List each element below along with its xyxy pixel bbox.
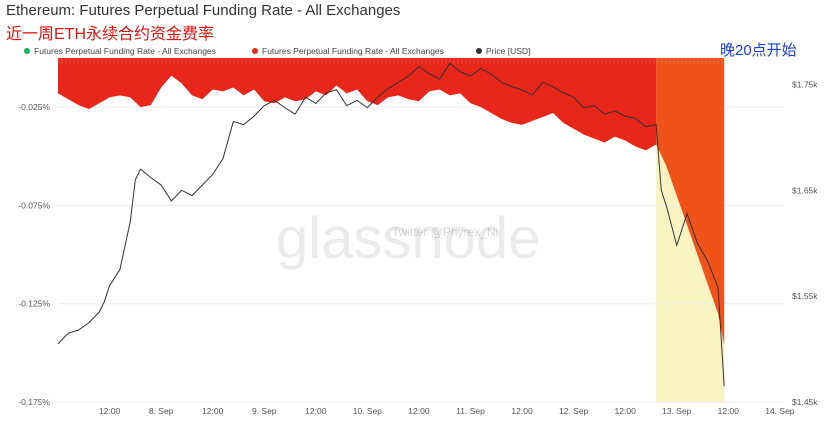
chart-subtitle: 近一周ETH永续合约资金费率	[6, 26, 215, 43]
x-tick-label: 10. Sep	[353, 406, 383, 416]
funding-area-late	[656, 58, 725, 345]
y-axis-right: $1.75k $1.65k $1.55k $1.45k	[792, 79, 818, 407]
legend-red-dot-icon	[252, 48, 258, 54]
x-tick-label: 11. Sep	[456, 406, 485, 416]
funding-area-main	[58, 58, 657, 151]
y-right-tick-label: $1.65k	[792, 185, 818, 195]
x-tick-label: 8. Sep	[149, 406, 174, 416]
x-tick-label: 12:00	[511, 406, 533, 416]
watermark-logo: glassnode	[276, 206, 540, 271]
legend-label: Price [USD]	[486, 46, 531, 56]
x-tick-label: 12. Sep	[559, 406, 589, 416]
x-tick-label: 12:00	[615, 406, 637, 416]
annotation-label: 晚20点开始	[720, 42, 797, 59]
y-axis-left: -0.025% -0.075% -0.125% -0.175%	[18, 102, 50, 407]
y-left-tick-label: -0.125%	[18, 299, 50, 309]
x-tick-label: 12:00	[99, 406, 121, 416]
legend-label: Futures Perpetual Funding Rate - All Exc…	[262, 46, 444, 56]
x-tick-label: 9. Sep	[252, 406, 277, 416]
x-axis: 12:00 8. Sep 12:00 9. Sep 12:00 10. Sep 12:00 1…	[99, 406, 795, 416]
y-right-tick-label: $1.55k	[792, 291, 818, 301]
y-left-tick-label: -0.075%	[18, 200, 50, 210]
funding-rate-area	[57, 58, 725, 345]
legend-item-funding-green[interactable]: Futures Perpetual Funding Rate - All Exc…	[24, 46, 216, 56]
x-tick-label: 13. Sep	[662, 406, 692, 416]
legend-item-price[interactable]: Price [USD]	[476, 46, 530, 56]
chart-title: Ethereum: Futures Perpetual Funding Rate…	[6, 2, 401, 19]
legend-black-dot-icon	[476, 48, 482, 54]
legend-label: Futures Perpetual Funding Rate - All Exc…	[34, 46, 216, 56]
x-tick-label: 14. Sep	[765, 406, 795, 416]
x-tick-label: 12:00	[202, 406, 224, 416]
x-tick-label: 12:00	[718, 406, 740, 416]
x-tick-label: 12:00	[408, 406, 430, 416]
y-left-tick-label: -0.175%	[18, 397, 50, 407]
y-right-tick-label: $1.75k	[792, 79, 818, 89]
x-tick-label: 12:00	[305, 406, 327, 416]
y-left-tick-label: -0.025%	[18, 102, 50, 112]
watermark-handle: Twitter @Phyrex_Ni	[392, 225, 498, 239]
legend-green-dot-icon	[24, 48, 30, 54]
y-right-tick-label: $1.45k	[792, 397, 818, 407]
gridlines	[58, 106, 784, 403]
price-line	[57, 62, 725, 387]
legend-item-funding-red[interactable]: Futures Perpetual Funding Rate - All Exc…	[252, 46, 444, 56]
